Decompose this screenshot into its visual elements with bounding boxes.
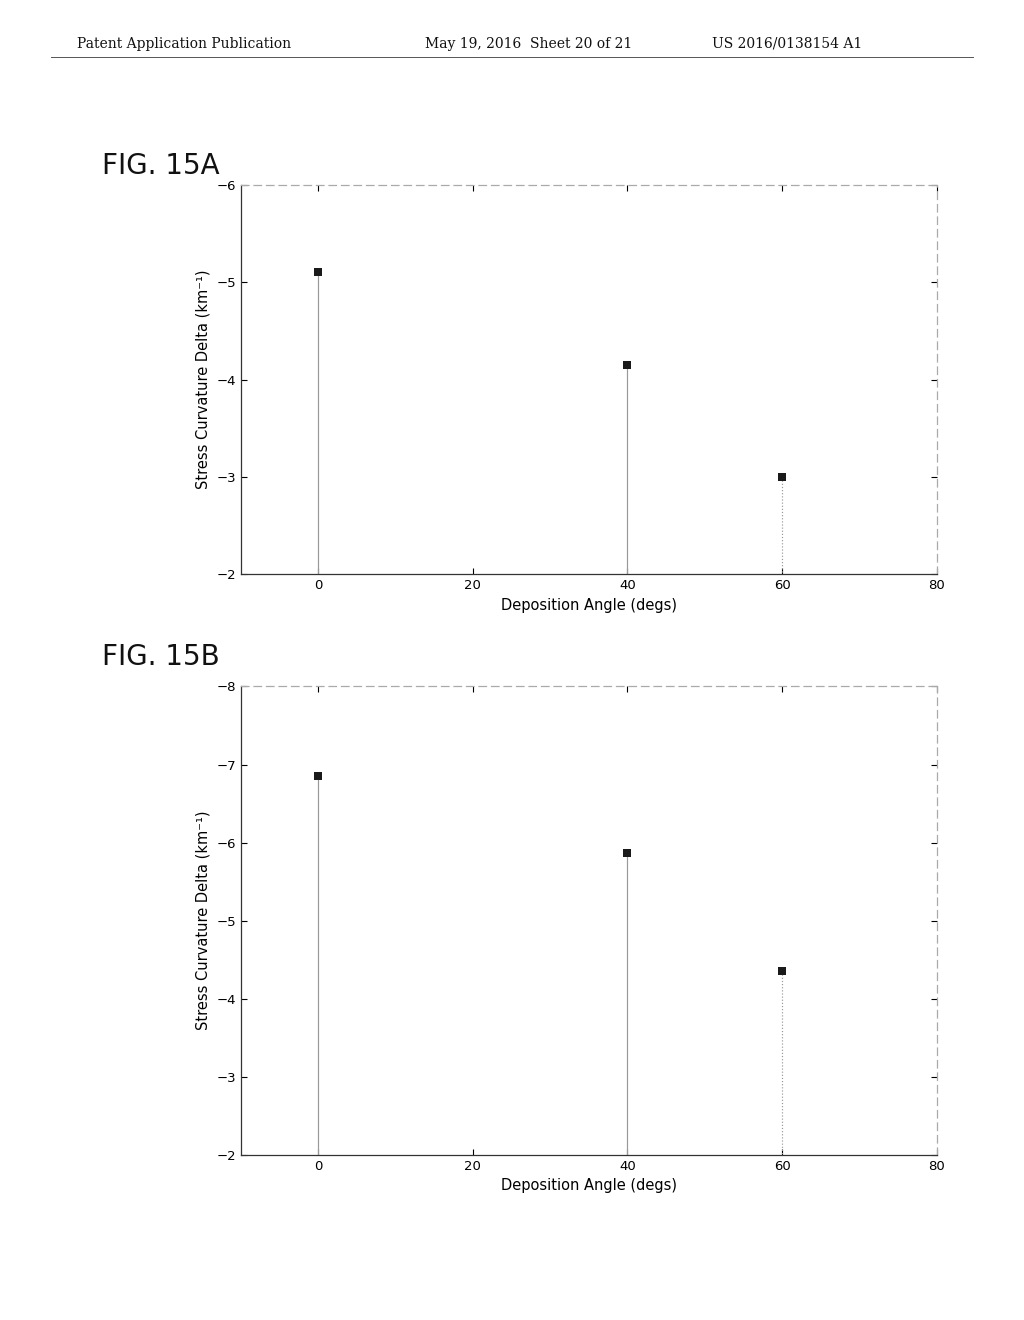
Y-axis label: Stress Curvature Delta (km⁻¹): Stress Curvature Delta (km⁻¹) <box>196 269 211 490</box>
Y-axis label: Stress Curvature Delta (km⁻¹): Stress Curvature Delta (km⁻¹) <box>196 810 211 1031</box>
Text: Patent Application Publication: Patent Application Publication <box>77 37 291 51</box>
X-axis label: Deposition Angle (degs): Deposition Angle (degs) <box>501 1179 677 1193</box>
Text: FIG. 15B: FIG. 15B <box>102 643 220 671</box>
Text: FIG. 15A: FIG. 15A <box>102 152 220 180</box>
X-axis label: Deposition Angle (degs): Deposition Angle (degs) <box>501 598 677 612</box>
Text: May 19, 2016  Sheet 20 of 21: May 19, 2016 Sheet 20 of 21 <box>425 37 632 51</box>
Text: US 2016/0138154 A1: US 2016/0138154 A1 <box>712 37 862 51</box>
